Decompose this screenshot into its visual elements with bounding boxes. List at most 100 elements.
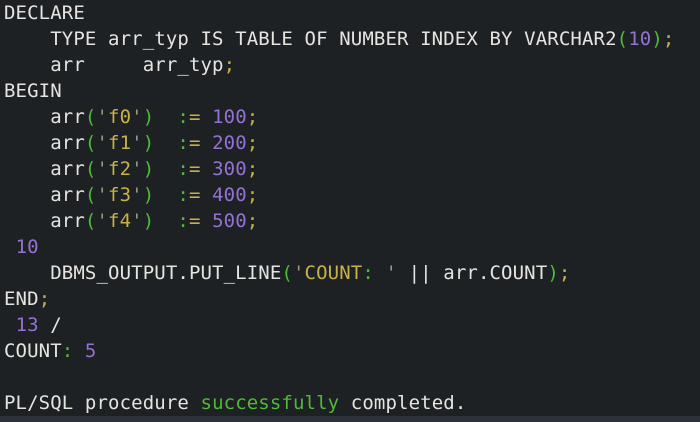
code-token: : (362, 262, 374, 284)
code-token: TYPE arr_typ IS TABLE OF NUMBER INDEX BY… (4, 28, 617, 50)
code-token: : (177, 106, 189, 128)
code-token: 300 (212, 158, 247, 180)
code-token: ' (96, 132, 109, 154)
code-token: : (177, 210, 189, 232)
code-token: COUNT (4, 340, 62, 362)
code-token (201, 106, 213, 128)
code-token: successfully (200, 392, 340, 414)
terminal-line: DBMS_OUTPUT.PUT_LINE('COUNT: ' || arr.CO… (4, 260, 700, 286)
code-token: arr arr_typ (4, 54, 224, 76)
code-token: ' (131, 210, 143, 232)
code-token: ( (281, 262, 293, 284)
code-token: COUNT (304, 262, 363, 284)
code-token: ; (246, 158, 259, 180)
code-token (73, 340, 85, 362)
code-token: 400 (212, 184, 247, 206)
code-token: ( (84, 158, 97, 180)
code-token: ; (246, 132, 259, 154)
code-token: ' (96, 158, 109, 180)
code-token: f3 (108, 184, 132, 206)
code-token: ' (96, 106, 109, 128)
terminal-line: DECLARE (4, 0, 700, 26)
terminal-line: arr('f4') := 500; (4, 208, 700, 234)
code-token: : (61, 340, 74, 362)
code-token: ) (142, 158, 155, 180)
code-token: 5 (84, 340, 97, 362)
code-token: ) (142, 132, 155, 154)
code-token: arr (4, 210, 85, 232)
code-token: ; (38, 288, 51, 310)
code-token: END (4, 288, 39, 310)
code-token: = (188, 106, 201, 128)
code-token: completed. (339, 392, 467, 414)
code-token (154, 106, 177, 128)
code-token: = (188, 158, 201, 180)
code-token (374, 262, 386, 284)
code-token: ; (246, 106, 259, 128)
code-token: 100 (212, 106, 247, 128)
code-token: DBMS_OUTPUT.PUT_LINE (4, 262, 282, 284)
code-token: ' (385, 262, 398, 284)
code-token: ' (96, 210, 109, 232)
terminal-line: arr arr_typ; (4, 52, 700, 78)
code-token: ( (616, 28, 629, 50)
code-token (154, 158, 177, 180)
code-token (4, 314, 16, 336)
code-token: : (177, 158, 189, 180)
terminal-line: 10 (4, 234, 700, 260)
code-token: ; (246, 210, 259, 232)
code-token: ; (246, 184, 259, 206)
code-token: ) (547, 262, 559, 284)
code-token: arr (4, 106, 85, 128)
code-token: arr (4, 184, 85, 206)
terminal-line: arr('f0') := 100; (4, 104, 700, 130)
code-token: : (177, 184, 189, 206)
terminal-line (4, 364, 700, 390)
code-token: = (188, 210, 201, 232)
terminal-line: arr('f2') := 300; (4, 156, 700, 182)
code-token (154, 184, 177, 206)
code-token: ' (131, 184, 143, 206)
terminal-line: arr('f3') := 400; (4, 182, 700, 208)
code-token: ) (142, 184, 155, 206)
code-token: arr (4, 158, 85, 180)
code-token: f4 (108, 210, 132, 232)
code-token: ' (131, 158, 143, 180)
code-token: / (38, 314, 62, 336)
code-token (154, 210, 177, 232)
terminal-line: 13 / (4, 312, 700, 338)
code-token: 500 (212, 210, 247, 232)
terminal-line: END; (4, 286, 700, 312)
code-token: 13 (15, 314, 39, 336)
code-token (201, 132, 213, 154)
code-token (201, 210, 213, 232)
code-token: ( (84, 106, 97, 128)
code-token: ) (651, 28, 663, 50)
code-token: ( (84, 184, 97, 206)
code-token: ' (96, 184, 109, 206)
code-token: = (188, 132, 201, 154)
code-token: f2 (108, 158, 132, 180)
code-token: BEGIN (4, 80, 62, 102)
code-token: 200 (212, 132, 247, 154)
code-token: ) (142, 106, 155, 128)
code-token: ( (84, 132, 97, 154)
code-token: DECLARE (4, 2, 85, 24)
status-bar-strip (0, 416, 700, 422)
code-token: 10 (628, 28, 652, 50)
code-token (154, 132, 177, 154)
code-token: 10 (15, 236, 39, 258)
terminal-line: COUNT: 5 (4, 338, 700, 364)
terminal-line: PL/SQL procedure successfully completed. (4, 390, 700, 416)
code-token (201, 184, 213, 206)
code-token (201, 158, 213, 180)
code-token: arr (4, 132, 85, 154)
code-token: ; (558, 262, 571, 284)
code-token: f0 (108, 106, 132, 128)
code-token: = (188, 184, 201, 206)
code-token: ( (84, 210, 97, 232)
terminal-line: arr('f1') := 200; (4, 130, 700, 156)
code-token: ) (142, 210, 155, 232)
terminal-line: BEGIN (4, 78, 700, 104)
